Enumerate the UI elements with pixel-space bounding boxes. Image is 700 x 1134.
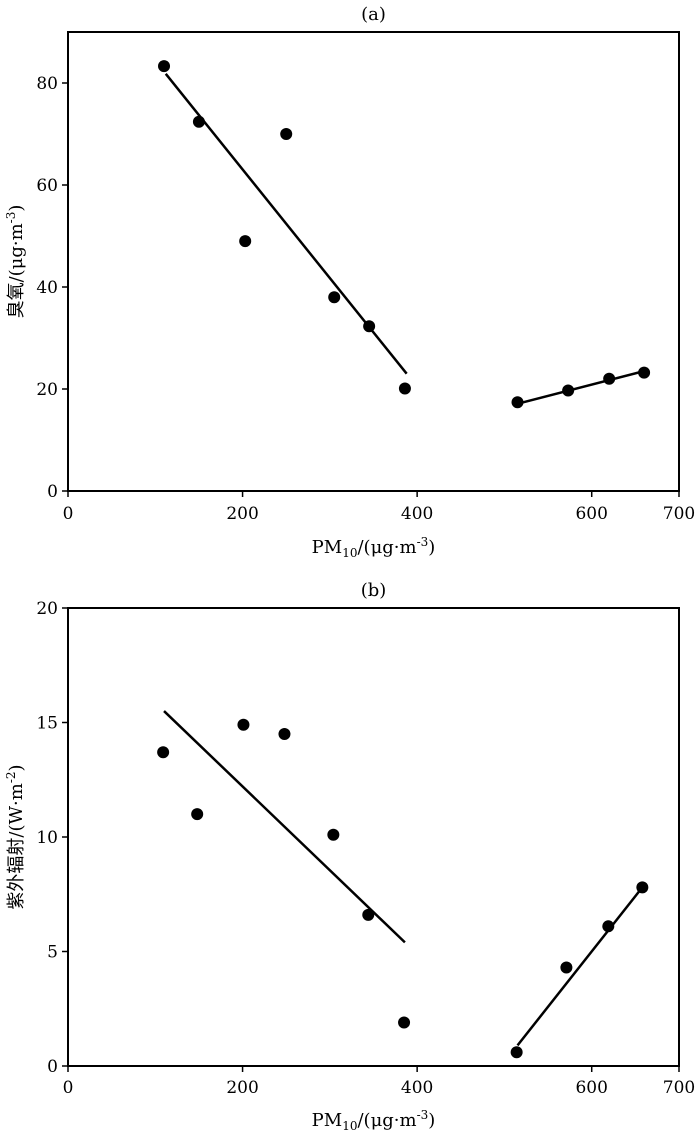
y-axis-label: 紫外辐射/(W·m-2)	[4, 764, 27, 909]
y-tick-label: 10	[36, 828, 58, 848]
fit-line-2	[516, 884, 646, 1047]
y-axis-label: 臭氧/(μg·m-3)	[4, 205, 27, 319]
y-tick-label: 15	[36, 714, 58, 734]
y-tick-label: 0	[47, 482, 58, 502]
data-point-3	[237, 718, 250, 731]
data-point-2	[192, 115, 205, 128]
data-point-6	[362, 908, 375, 921]
fit-line-1	[163, 710, 406, 944]
data-point-4	[280, 128, 293, 140]
x-tick-label: 600	[575, 504, 607, 524]
data-point-11	[636, 881, 649, 894]
fit-line-2	[518, 369, 647, 405]
y-tick-label: 40	[36, 278, 58, 298]
data-point-11	[638, 366, 651, 379]
data-point-4	[278, 727, 291, 740]
data-point-9	[562, 384, 575, 397]
x-axis-label: PM10/(μg·m-3)	[312, 535, 436, 560]
y-tick-label: 80	[36, 74, 58, 94]
data-point-7	[398, 1016, 411, 1029]
data-point-2	[191, 808, 204, 821]
plot-frame	[67, 31, 680, 492]
data-point-8	[511, 396, 524, 409]
panel-title: (b)	[361, 580, 387, 601]
x-tick-label: 700	[663, 504, 695, 524]
panel-title: (a)	[361, 4, 386, 25]
data-point-9	[560, 961, 573, 974]
data-point-8	[510, 1046, 523, 1059]
data-point-7	[398, 382, 411, 395]
data-point-10	[602, 920, 615, 933]
x-tick-label: 700	[663, 1078, 695, 1098]
y-tick-label: 0	[47, 1057, 58, 1077]
chart-panel-a: (a) 0 200 400 600 700 0 20 40 60 80 PM10/(μg·m-3) 臭氧…	[4, 4, 695, 560]
data-point-1	[157, 746, 170, 759]
chart-panel-b: (b) 0 200 400 600 700 0 5 10 15 20 PM10/(μg·m-3) 紫外辐…	[4, 580, 695, 1133]
data-point-10	[603, 372, 616, 385]
plot-frame	[67, 607, 680, 1067]
x-tick-label: 400	[401, 504, 433, 524]
x-tick-label: 600	[575, 1078, 607, 1098]
x-tick-label: 200	[226, 504, 258, 524]
x-axis-label: PM10/(μg·m-3)	[312, 1108, 436, 1133]
data-point-6	[363, 320, 376, 333]
data-point-5	[327, 828, 340, 841]
y-tick-label: 5	[47, 943, 58, 963]
x-tick-label: 200	[226, 1078, 258, 1098]
y-tick-label: 20	[36, 599, 58, 619]
data-point-3	[239, 235, 252, 248]
y-tick-label: 60	[36, 176, 58, 196]
x-tick-label: 400	[401, 1078, 433, 1098]
data-point-1	[158, 60, 171, 73]
x-tick-label: 0	[63, 1078, 74, 1098]
x-tick-label: 0	[63, 504, 74, 524]
data-point-5	[328, 291, 341, 304]
y-tick-label: 20	[36, 380, 58, 400]
